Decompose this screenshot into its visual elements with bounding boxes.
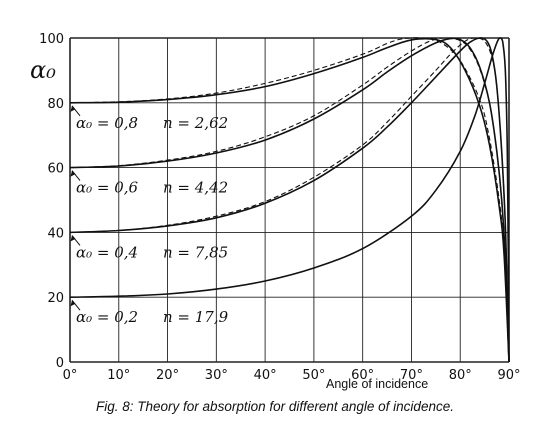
y-tick-label: 80 (47, 97, 64, 112)
curve-dashed-6 (69, 37, 510, 363)
x-tick-label: 30° (205, 368, 228, 383)
curve-solid-1 (69, 37, 510, 363)
label-arrowhead-4 (70, 300, 76, 307)
x-tick-label: 10° (107, 368, 130, 383)
label-arrowhead-3 (70, 235, 76, 242)
y-tick-label: 40 (47, 226, 64, 241)
curve-dashed-2 (69, 37, 510, 363)
x-tick-label: 40° (254, 368, 277, 383)
x-axis-label: Angle of incidence (326, 377, 428, 391)
y-tick-label: 20 (47, 291, 64, 306)
curve-label-n-1: n = 2,62 (163, 114, 228, 132)
y-tick-label: 0 (56, 356, 64, 371)
x-tick-label: 50° (302, 368, 325, 383)
label-arrowhead-2 (70, 170, 76, 177)
curve-dashed-4 (69, 37, 510, 363)
curve-solid-3 (69, 37, 510, 363)
curve-label-n-2: n = 4,42 (163, 179, 228, 197)
tick-labels: 0° 10° 20° 30° 40° 50° 60° 70° 80° 90° 0 20 40 60 80 10… (39, 32, 520, 383)
x-tick-label: 90° (497, 368, 520, 383)
y-axis-label: α₀ (30, 56, 56, 84)
curve-solid-7 (69, 37, 510, 363)
curve-label-alpha-2: α₀ = 0,6 (76, 179, 139, 197)
y-tick-label: 100 (39, 32, 64, 47)
figure-caption: Fig. 8: Theory for absorption for differ… (96, 399, 454, 414)
curve-solid-5 (69, 37, 510, 363)
curve-labels: α₀ = 0,8 n = 2,62 α₀ = 0,6 n = 4,42 α₀ = 0,4… (76, 114, 229, 326)
x-tick-label: 70° (400, 368, 423, 383)
curve-label-n-4: n = 17,9 (163, 308, 229, 326)
label-arrows (70, 105, 81, 311)
x-tick-label: 80° (449, 368, 472, 383)
curve-label-n-3: n = 7,85 (163, 243, 228, 261)
curves (69, 37, 510, 363)
curve-label-alpha-1: α₀ = 0,8 (76, 114, 138, 132)
y-tick-label: 60 (47, 162, 64, 177)
label-arrowhead-1 (70, 105, 76, 112)
curve-label-alpha-4: α₀ = 0,2 (76, 308, 138, 326)
x-tick-label: 0° (63, 368, 78, 383)
curve-label-alpha-3: α₀ = 0,4 (76, 243, 138, 261)
x-tick-label: 60° (351, 368, 374, 383)
absorption-chart: 0° 10° 20° 30° 40° 50° 60° 70° 80° 90° 0 20 40 60 80 10… (30, 32, 521, 391)
x-tick-label: 20° (156, 368, 179, 383)
